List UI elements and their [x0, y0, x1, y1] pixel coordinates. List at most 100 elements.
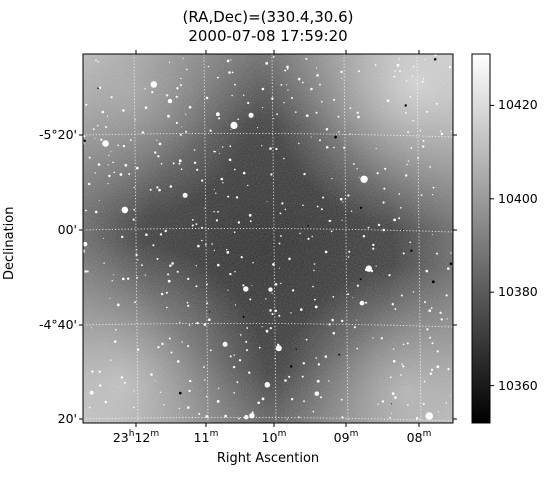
star — [301, 375, 304, 378]
star — [349, 133, 351, 135]
y-tick-label: 00' — [57, 222, 77, 237]
star — [207, 65, 210, 68]
star — [400, 374, 402, 376]
star — [132, 218, 135, 221]
star — [445, 294, 448, 297]
star — [320, 208, 323, 211]
star — [284, 208, 287, 211]
star — [350, 210, 353, 212]
star — [156, 139, 158, 141]
star — [340, 70, 343, 74]
star — [419, 130, 422, 132]
star — [97, 87, 99, 89]
star — [122, 277, 125, 281]
star — [181, 341, 183, 343]
star — [242, 171, 246, 175]
star — [436, 350, 439, 353]
star — [261, 326, 263, 328]
star — [324, 250, 328, 254]
star — [264, 382, 271, 388]
star — [213, 211, 215, 213]
star — [246, 349, 248, 352]
star — [429, 336, 432, 339]
star — [234, 271, 236, 273]
star — [236, 381, 239, 384]
star — [163, 404, 165, 406]
ra-grid-line — [203, 54, 209, 423]
star — [91, 327, 93, 329]
star — [409, 96, 412, 98]
star — [116, 303, 120, 307]
star — [396, 63, 400, 67]
star — [201, 239, 203, 242]
star — [405, 80, 408, 82]
star — [422, 145, 425, 148]
star — [85, 103, 88, 106]
star — [187, 406, 190, 409]
star — [265, 329, 269, 333]
star — [217, 76, 219, 79]
star — [299, 232, 301, 235]
star — [144, 274, 146, 276]
star — [158, 188, 161, 192]
star — [228, 158, 232, 162]
star — [196, 168, 199, 171]
star — [137, 259, 139, 261]
star — [338, 353, 341, 356]
star — [331, 318, 334, 322]
colorbar-tick-label: 10360 — [498, 377, 538, 393]
star — [160, 292, 164, 296]
star — [407, 160, 410, 162]
star — [265, 62, 269, 65]
star — [185, 113, 187, 115]
star — [331, 178, 333, 180]
y-tick-label: 20' — [57, 411, 77, 426]
star — [298, 142, 300, 145]
star — [128, 173, 131, 175]
star — [394, 308, 397, 310]
star — [211, 243, 213, 245]
star — [375, 265, 377, 267]
star — [383, 187, 386, 190]
x-tick-label: 10m — [261, 429, 287, 446]
star — [227, 289, 229, 291]
star — [412, 119, 415, 122]
star — [229, 355, 232, 358]
star — [429, 166, 431, 168]
star — [270, 173, 273, 176]
star — [97, 163, 101, 166]
star — [332, 296, 335, 298]
star — [280, 84, 283, 86]
star — [290, 365, 293, 368]
star — [283, 102, 285, 104]
star — [316, 379, 320, 383]
star — [110, 359, 112, 361]
star — [348, 250, 351, 253]
star — [233, 354, 235, 356]
star — [440, 132, 444, 136]
star — [356, 168, 358, 170]
star — [410, 249, 413, 252]
star — [310, 136, 312, 138]
star — [133, 208, 136, 211]
star — [119, 173, 123, 176]
star — [224, 414, 227, 418]
star — [187, 345, 190, 348]
star — [230, 121, 238, 129]
star — [437, 411, 440, 413]
star — [179, 321, 181, 323]
star — [121, 235, 124, 239]
ra-grid-line — [416, 54, 422, 423]
star — [412, 66, 415, 68]
star — [230, 129, 232, 131]
star — [328, 380, 330, 382]
star — [237, 221, 241, 224]
star — [281, 202, 284, 205]
star — [358, 70, 360, 73]
star — [389, 376, 392, 379]
star — [287, 89, 289, 91]
star — [228, 71, 231, 74]
star — [245, 340, 248, 343]
colorbar-tick-label: 10420 — [498, 97, 538, 113]
star — [353, 326, 356, 329]
